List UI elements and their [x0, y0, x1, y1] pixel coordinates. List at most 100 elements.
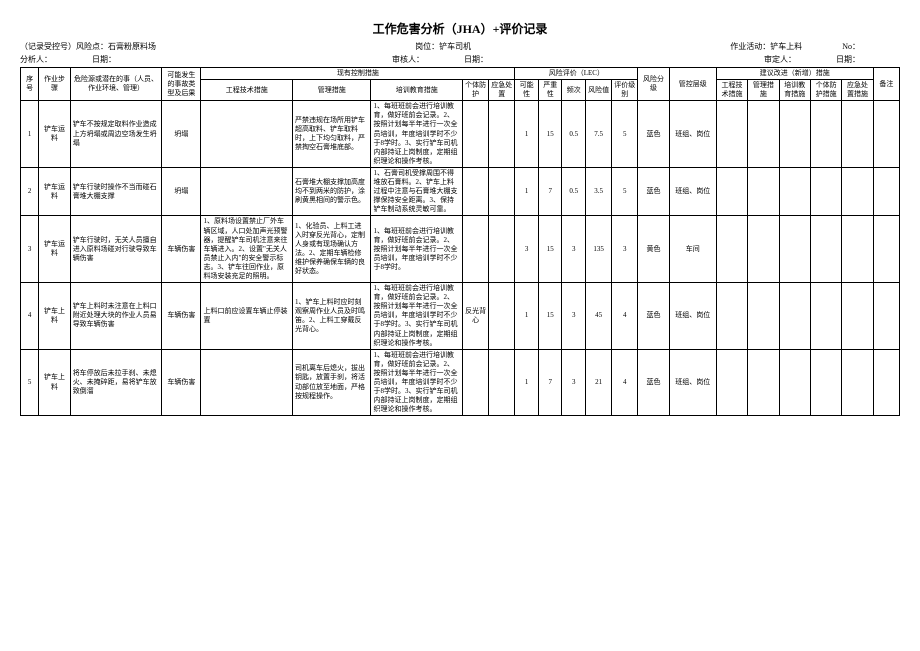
cell-s4 [810, 167, 841, 215]
cell-l: 1 [515, 101, 539, 168]
cell-hazard: 铲车不按规定取料作业造成上方坍塌或周边空场发生坍塌 [70, 101, 162, 168]
post-label: 岗位： [415, 42, 439, 51]
activity-label: 作业活动： [730, 42, 770, 51]
cell-d: 7.5 [586, 101, 612, 168]
h-mgmt: 管理措施 [293, 80, 371, 101]
cell-ctrl: 班组、岗位 [669, 349, 716, 416]
cell-hazard: 将车停放后未拉手刹、未熄火、未掩碎距，易将铲车放致倒溜 [70, 349, 162, 416]
h-train: 培训教育措施 [371, 80, 463, 101]
cell-note [873, 167, 899, 215]
cell-d: 45 [586, 283, 612, 350]
cell-s3 [779, 283, 810, 350]
cell-train: 1、每班班前会进行培训教育，做好班前会记录。2、按照计划每半年进行一次全员培训，… [371, 283, 463, 350]
h-e: 严重性 [538, 80, 562, 101]
cell-consequence: 车辆伤害 [162, 349, 201, 416]
table-row: 1铲车运料铲车不按规定取料作业造成上方坍塌或周边空场发生坍塌坍塌严禁违规在场所用… [21, 101, 900, 168]
cell-s3 [779, 101, 810, 168]
cell-ctrl: 班组、岗位 [669, 167, 716, 215]
h-note: 备注 [873, 68, 899, 101]
cell-ppe [463, 101, 489, 168]
table-row: 3铲车运料铲车行驶时，无关人员擅自进入原料场碰对行驶导致车辆伤害车辆伤害1、原料… [21, 216, 900, 283]
cell-s5 [842, 216, 873, 283]
h-ppe: 个体防护 [463, 80, 489, 101]
cell-s4 [810, 283, 841, 350]
cell-s5 [842, 101, 873, 168]
cell-e: 15 [538, 101, 562, 168]
h-d: 风险值 [586, 80, 612, 101]
cell-risk: 蓝色 [638, 101, 669, 168]
cell-e: 7 [538, 349, 562, 416]
cell-train: 1、每班班前会进行培训教育，做好班前会记录。2、按照计划每半年进行一次全员培训，… [371, 216, 463, 283]
cell-emer [489, 349, 515, 416]
h-s5: 应急处置措施 [842, 80, 873, 101]
cell-mgmt: 1、化验员、上料工进入时穿反光背心，定制人身或有现场确认方法。2、定期车辆检修维… [293, 216, 371, 283]
cell-tech [201, 167, 293, 215]
cell-hazard: 铲车行驶时操作不当而碰石膏堆大棚支撑 [70, 167, 162, 215]
cell-ppe [463, 167, 489, 215]
cell-s1 [716, 101, 747, 168]
cell-lvl: 5 [612, 101, 638, 168]
cell-note [873, 101, 899, 168]
cell-mgmt: 司机离车后熄火，拔出钥匙，放置手刹，将活动部位放至地面，严格按规程操作。 [293, 349, 371, 416]
cell-s2 [748, 216, 779, 283]
cell-s5 [842, 167, 873, 215]
cell-seq: 2 [21, 167, 39, 215]
cell-ppe [463, 216, 489, 283]
post-value: 铲车司机 [439, 42, 471, 51]
reviewer: 审核人： [392, 54, 424, 65]
page-title: 工作危害分析（JHA）+评价记录 [20, 20, 900, 37]
analyst: 分析人： [20, 54, 52, 65]
cell-seq: 1 [21, 101, 39, 168]
cell-l: 3 [515, 216, 539, 283]
h-lvl: 评价级别 [612, 80, 638, 101]
cell-e: 15 [538, 216, 562, 283]
cell-s4 [810, 101, 841, 168]
date-3: 日期： [836, 54, 860, 65]
h-existing: 现有控制措施 [201, 68, 515, 80]
cell-mgmt: 石膏堆大棚支撑加高度均不到两米的防护，涂刷黄黑相间的警示色。 [293, 167, 371, 215]
cell-mgmt: 严禁违规在场所用铲车超高取料、铲车取料时，上下均匀取料，严禁掏空石膏堆底部。 [293, 101, 371, 168]
cell-emer [489, 216, 515, 283]
cell-emer [489, 283, 515, 350]
cell-s2 [748, 283, 779, 350]
h-step: 作业步骤 [39, 68, 70, 101]
meta-row-2: 分析人： 日期： 审核人： 日期： 审定人： 日期： [20, 54, 900, 65]
approver: 审定人： [764, 54, 796, 65]
record-value: 石膏粉原料场 [108, 42, 156, 51]
h-s1: 工程技术措施 [716, 80, 747, 101]
cell-note [873, 216, 899, 283]
cell-ppe: 反光背心 [463, 283, 489, 350]
cell-note [873, 283, 899, 350]
h-l: 可能性 [515, 80, 539, 101]
cell-d: 21 [586, 349, 612, 416]
cell-ctrl: 班组、岗位 [669, 283, 716, 350]
h-hazard: 危险源或潜在的事（人员、作业环境、管理） [70, 68, 162, 101]
h-c: 频次 [562, 80, 586, 101]
cell-consequence: 车辆伤害 [162, 283, 201, 350]
h-emer: 应急处置 [489, 80, 515, 101]
table-row: 2铲车运料铲车行驶时操作不当而碰石膏堆大棚支撑坍塌石膏堆大棚支撑加高度均不到两米… [21, 167, 900, 215]
cell-d: 3.5 [586, 167, 612, 215]
cell-s4 [810, 216, 841, 283]
cell-hazard: 铲车上料时未注意在上料口附近处理大块的作业人员易导致车辆伤害 [70, 283, 162, 350]
cell-l: 1 [515, 349, 539, 416]
cell-e: 7 [538, 167, 562, 215]
cell-lvl: 3 [612, 216, 638, 283]
h-tech: 工程技术措施 [201, 80, 293, 101]
cell-consequence: 坍塌 [162, 167, 201, 215]
cell-seq: 5 [21, 349, 39, 416]
h-lec: 风险评价（LEC） [515, 68, 638, 80]
cell-consequence: 车辆伤害 [162, 216, 201, 283]
cell-ctrl: 车间 [669, 216, 716, 283]
cell-ppe [463, 349, 489, 416]
cell-tech [201, 349, 293, 416]
cell-step: 铲车运料 [39, 101, 70, 168]
cell-s5 [842, 283, 873, 350]
cell-emer [489, 101, 515, 168]
cell-hazard: 铲车行驶时，无关人员擅自进入原料场碰对行驶导致车辆伤害 [70, 216, 162, 283]
record-label: （记录受控号）风险点： [20, 42, 108, 51]
h-risk: 风险分级 [638, 68, 669, 101]
cell-train: 1、每班班前会进行培训教育，做好班前会记录。2、按照计划每半年进行一次全员培训，… [371, 349, 463, 416]
h-s4: 个体防护措施 [810, 80, 841, 101]
h-s3: 培训教育措施 [779, 80, 810, 101]
